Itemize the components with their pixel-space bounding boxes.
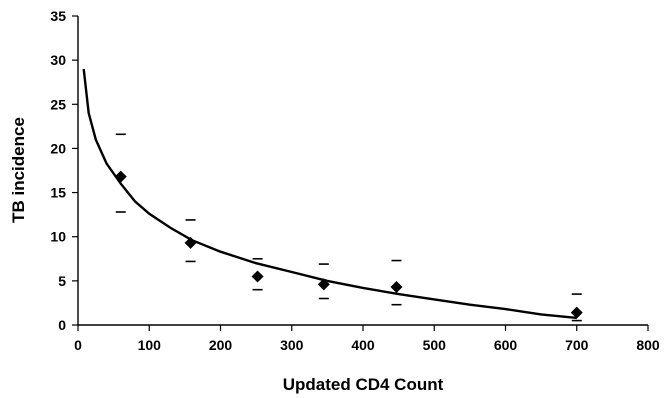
data-point [390, 281, 403, 294]
trendline-group [82, 68, 577, 320]
data-point [317, 278, 330, 291]
x-tick-label: 200 [209, 337, 233, 353]
data-point [114, 170, 127, 183]
x-tick-label: 100 [138, 337, 162, 353]
x-tick-label: 700 [565, 337, 589, 353]
x-tick-label: 400 [351, 337, 375, 353]
data-point [251, 270, 264, 283]
data-point [570, 306, 583, 319]
y-tick-label: 0 [58, 317, 66, 333]
y-tick-label: 20 [50, 140, 66, 156]
y-tick-label: 5 [58, 273, 66, 289]
x-tick-label: 300 [280, 337, 304, 353]
trendline [82, 68, 577, 320]
data-point [184, 236, 197, 249]
y-axis-title: TB incidence [9, 117, 28, 223]
x-tick-label: 800 [636, 337, 660, 353]
x-tick-label: 600 [494, 337, 518, 353]
y-tick-label: 30 [50, 52, 66, 68]
axes [77, 16, 648, 326]
x-tick-label: 0 [74, 337, 82, 353]
y-tick-label: 35 [50, 8, 66, 24]
y-tick-label: 25 [50, 96, 66, 112]
y-tick-label: 10 [50, 229, 66, 245]
x-tick-label: 500 [423, 337, 447, 353]
y-tick-label: 15 [50, 185, 66, 201]
error-bars [115, 133, 582, 322]
x-axis-title: Updated CD4 Count [283, 375, 444, 394]
ticks: 0 100 200 300 400 500 600 700 800 0 5 10 15 20 25 30 35 [50, 8, 659, 353]
data-points [114, 170, 583, 319]
